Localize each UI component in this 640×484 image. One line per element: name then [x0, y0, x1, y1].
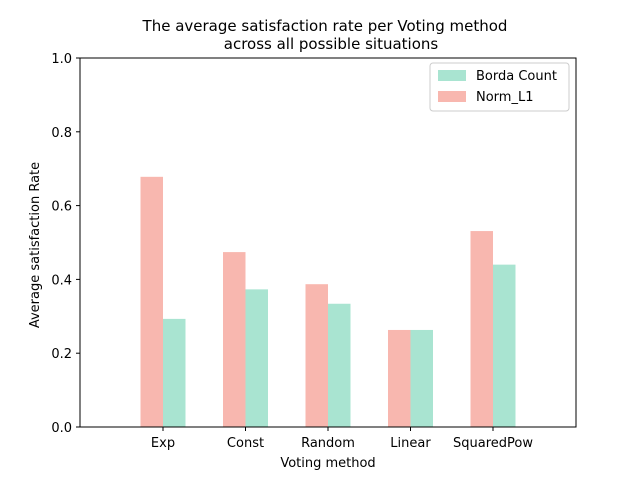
y-tick-label-2: 0.4	[51, 273, 72, 288]
bar-norm-l1-linear	[388, 329, 411, 427]
y-tick-label-4: 0.8	[51, 126, 72, 141]
bar-norm-l1-const	[223, 252, 246, 427]
legend-label-borda-count: Borda Count	[476, 69, 557, 84]
chart-title-line2: across all possible situations	[224, 35, 439, 53]
y-axis-label: Average satisfaction Rate	[28, 162, 43, 328]
bars-layer	[140, 176, 516, 427]
chart-title-line1: The average satisfaction rate per Voting…	[142, 17, 508, 35]
y-tick-label-5: 1.0	[51, 52, 72, 67]
bar-borda-count-const	[245, 289, 268, 427]
bar-norm-l1-exp	[140, 176, 163, 427]
bar-borda-count-exp	[163, 318, 186, 427]
x-axis: Exp Const Random Linear SquaredPow	[151, 427, 533, 451]
legend-swatch-borda-count	[438, 70, 466, 81]
x-tick-label-exp: Exp	[151, 436, 175, 451]
bar-norm-l1-squaredpow	[470, 231, 493, 427]
y-tick-label-3: 0.6	[51, 200, 72, 215]
x-tick-label-random: Random	[301, 436, 355, 451]
y-axis: 0.0 0.2 0.4 0.6 0.8 1.0	[51, 52, 80, 436]
bar-borda-count-linear	[410, 329, 433, 427]
legend-swatch-norm-l1	[438, 91, 466, 102]
y-tick-label-0: 0.0	[51, 421, 72, 436]
bar-borda-count-random	[328, 303, 351, 427]
x-tick-label-const: Const	[227, 436, 264, 451]
bar-borda-count-squaredpow	[493, 264, 516, 427]
legend: Borda Count Norm_L1	[429, 62, 570, 112]
y-tick-label-1: 0.2	[51, 347, 72, 362]
x-axis-label: Voting method	[280, 456, 375, 471]
bar-norm-l1-random	[305, 284, 328, 427]
x-tick-label-linear: Linear	[390, 436, 431, 451]
legend-label-norm-l1: Norm_L1	[476, 90, 533, 105]
x-tick-label-squaredpow: SquaredPow	[453, 436, 533, 451]
